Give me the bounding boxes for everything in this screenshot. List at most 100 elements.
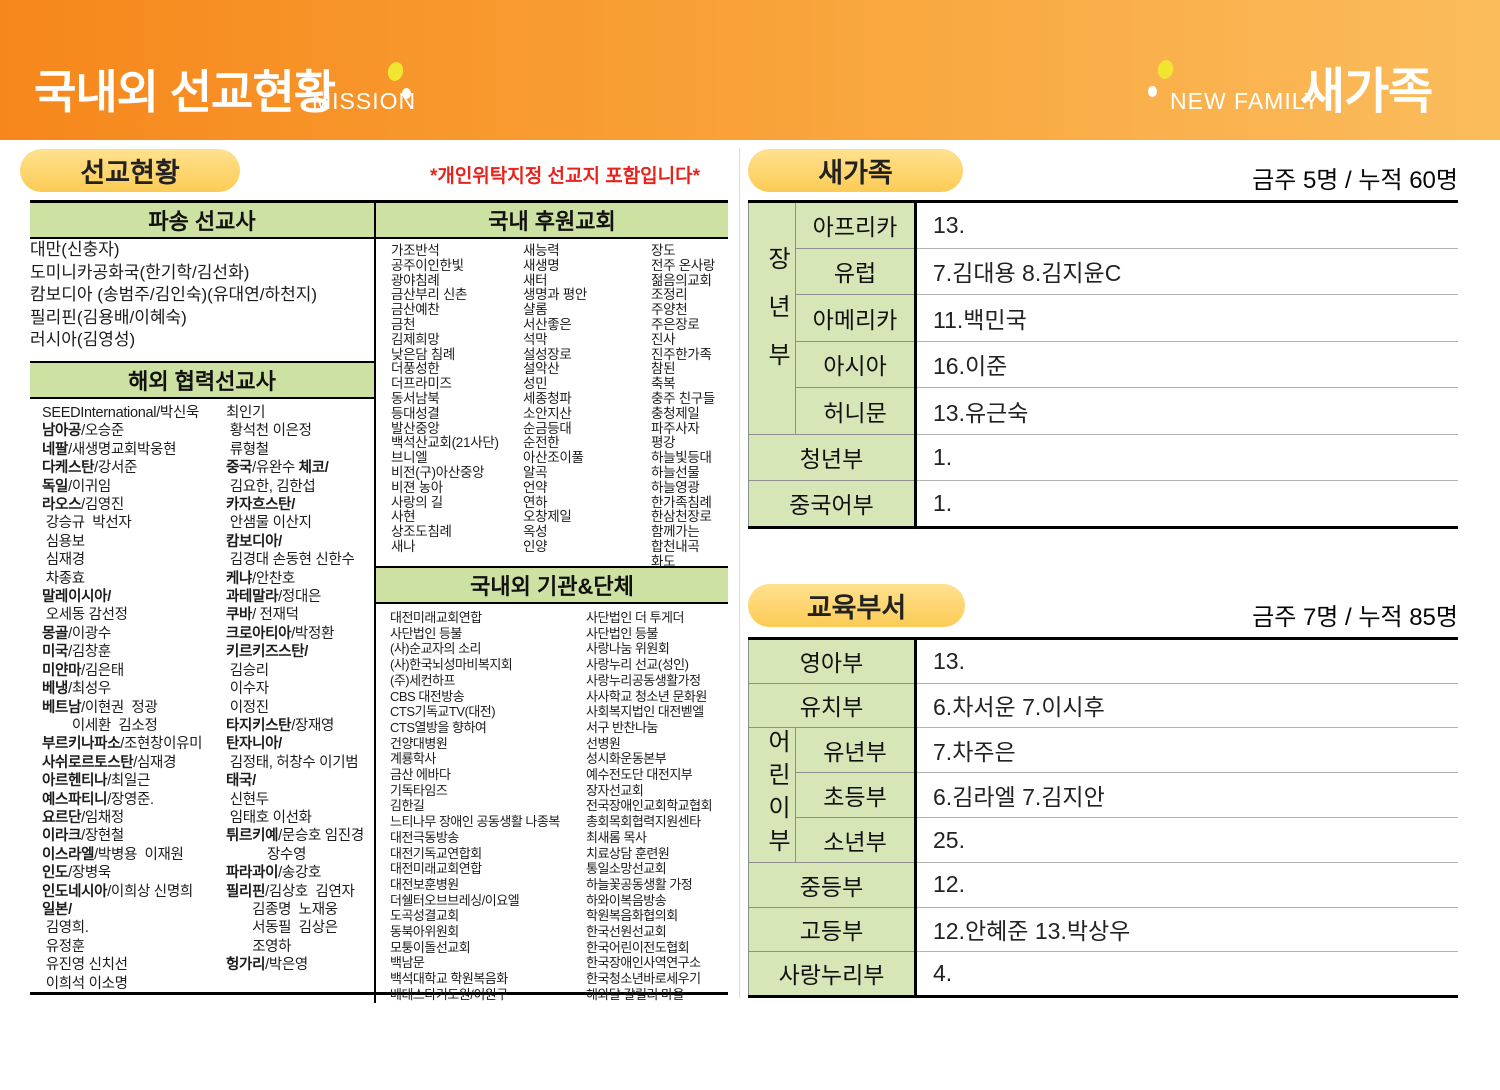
list-item: 파라과이/송강호 — [226, 865, 322, 882]
list-item: 사회복지법인 대전벧엘 — [586, 704, 704, 720]
list-item: 언약 — [523, 479, 548, 495]
list-item: 사랑나눔 위원회 — [586, 641, 670, 657]
list-item: 오세동 감선정 — [42, 607, 128, 624]
list-item: 동서남북 — [391, 390, 440, 406]
list-item: 캄보디아/ — [226, 533, 282, 550]
list-item: 새터 — [523, 272, 548, 288]
organizations-col1: 대전미래교회연합 사단법인 등불 (사)순교자의 소리 (사)한국뇌성마비복지회 (주)… — [390, 610, 586, 1003]
row-value: 7.김대용 8.김지윤C — [914, 248, 1458, 295]
list-item: 대전미래교회연합 — [390, 861, 482, 877]
list-item: 공주이인한빛 — [391, 257, 464, 273]
list-item: 유진영 신치선 — [42, 957, 128, 974]
organizations-col2: 사단법인 더 투게더 사단법인 등불 사랑나눔 위원회 사랑누리 선교(성인) 사랑누리… — [586, 610, 728, 1003]
list-item: 성민 — [523, 376, 548, 392]
overseas-col2: 최인기 황석천 이은정 류형철 중국/유완수 체코/ 김요한, 김한섭 카자흐스탄/… — [226, 404, 374, 1003]
list-item: 도미니카공화국(한기학/김선화) — [30, 262, 250, 282]
list-item: 백남문 — [390, 955, 425, 971]
list-item: 대전보훈병원 — [390, 876, 459, 892]
list-item: 한국어린이전도협회 — [586, 939, 690, 955]
list-item: 진주한가족 — [651, 346, 712, 362]
list-item: 다케스탄/강서준 — [42, 460, 138, 477]
list-item: 이스라엘/박병용 이재원 — [42, 846, 184, 863]
list-item: (주)세컨하프 — [390, 672, 455, 688]
list-item: 발산중앙 — [391, 420, 440, 436]
list-item: 심재경 — [42, 552, 85, 569]
list-item: 사단법인 더 투게더 — [586, 610, 684, 625]
list-item: 조정리 — [651, 287, 688, 303]
row-label: 중국어부 — [748, 480, 916, 528]
list-item: 케냐/안찬호 — [226, 570, 295, 587]
list-item: 미얀마/김은태 — [42, 662, 124, 679]
list-item: 파주사자 — [651, 420, 700, 436]
list-item: 순금등대 — [523, 420, 572, 436]
new-family-title: 새가족 — [1300, 65, 1433, 119]
table-row: 소년부 25. — [749, 817, 1458, 863]
row-label: 영아부 — [747, 638, 917, 684]
list-item: 백석대학교 학원복음화 — [390, 971, 508, 987]
list-item: 세종청파 — [523, 390, 572, 406]
list-item: 인도/장병욱 — [42, 865, 111, 882]
table-row: 중등부 12. — [747, 862, 1458, 908]
decorative-dot-icon — [385, 60, 406, 83]
row-label: 청년부 — [748, 433, 916, 481]
row-value: 1. — [914, 480, 1458, 528]
list-item: 이정진 — [226, 699, 269, 716]
list-item: 하늘꽃공동생활 가정 — [586, 876, 693, 892]
overseas-col1: SEEDInternational/박신욱 남아공/오승준 네팔/새생명교회박웅현 다… — [42, 404, 226, 1003]
mission-table: 파송 선교사 대만(신충자) 도미니카공화국(한기학/김선화) 캄보디아 (송범주/… — [30, 200, 728, 1003]
list-item: 참된 — [651, 361, 676, 377]
list-item: 모퉁이돌선교회 — [390, 939, 471, 955]
row-label: 유럽 — [795, 247, 916, 295]
list-item: 키르키즈스탄/ — [226, 644, 308, 661]
table-row: 영아부 13. — [747, 638, 1458, 684]
list-item: 태국/ — [226, 773, 256, 790]
list-item: 주은장로 — [651, 316, 700, 332]
row-value: 11.백민국 — [914, 294, 1458, 342]
list-item: 하늘선물 — [651, 464, 700, 480]
list-item: 화도 — [651, 553, 676, 569]
overseas-missionaries-header: 해외 협력선교사 — [30, 361, 374, 399]
list-item: 타지키스탄/장재영 — [226, 717, 335, 734]
list-item: 순전한 — [523, 435, 560, 451]
panel-divider — [739, 148, 740, 998]
list-item: 예수전도단 대전지부 — [586, 767, 693, 783]
mission-status-badge: 선교현황 — [20, 149, 240, 192]
list-item: 느티나무 장애인 공동생활 나종복 — [390, 814, 560, 830]
churches-col3: 장도 전주 온사랑 젊음의교회 조정리 주양천 주은장로 진사 진주한가족 참된 축복 충주 친구들… — [651, 243, 728, 569]
list-item: 대전미래교회연합 — [390, 610, 482, 625]
overseas-missionaries-lists: SEEDInternational/박신욱 남아공/오승준 네팔/새생명교회박웅현 다… — [30, 399, 374, 1003]
list-item: 더쉘터오브브레싱/이요엘 — [390, 892, 520, 908]
list-item: 젊음의교회 — [651, 272, 712, 288]
row-value: 13.유근숙 — [914, 387, 1458, 435]
list-item: 베냉/최성우 — [42, 681, 111, 698]
page-banner: 국내외 선교현황 MISSION NEW FAMILY 새가족 — [0, 0, 1500, 140]
list-item: 크로아티아/박정환 — [226, 625, 335, 642]
list-item: 임태호 이선화 — [226, 809, 312, 826]
new-family-badge: 새가족 — [748, 149, 963, 192]
row-value: 4. — [914, 951, 1458, 997]
new-family-table: 장년부 아프리카 13. 유럽 7.김대용 8.김지윤C 아메리카 11.백민국… — [748, 200, 1458, 529]
list-item: 광야침례 — [391, 272, 440, 288]
list-item: 중국/유완수 체코/ — [226, 460, 329, 477]
list-item: 사단법인 등불 — [586, 625, 658, 641]
list-item: 생명과 평안 — [523, 287, 588, 303]
list-item: 축복 — [651, 376, 676, 392]
list-item: 합천내곡 — [651, 538, 700, 554]
list-item: 아르헨티나/최일근 — [42, 773, 151, 790]
list-item: 유정훈 — [42, 938, 85, 955]
table-row: 유럽 7.김대용 8.김지윤C — [749, 247, 1458, 295]
list-item: 새나 — [391, 538, 416, 554]
page-subtitle: MISSION — [312, 88, 417, 114]
row-label: 중등부 — [747, 862, 917, 908]
table-row: 고등부 12.안혜준 13.박상우 — [747, 906, 1458, 952]
row-value: 1. — [914, 434, 1458, 481]
table-row: 사랑누리부 4. — [747, 951, 1458, 997]
list-item: 알곡 — [523, 464, 548, 480]
table-row: 유치부 6.차서운 7.이시후 — [747, 682, 1458, 728]
list-item: 한가족침례 — [651, 494, 712, 510]
list-item: 미국/김창훈 — [42, 644, 111, 661]
list-item: 설악산 — [523, 361, 560, 377]
list-item: 해와달 갈릴리 마을 — [586, 986, 684, 1002]
sent-missionaries-header: 파송 선교사 — [30, 203, 374, 239]
list-item: 소안지산 — [523, 405, 572, 421]
